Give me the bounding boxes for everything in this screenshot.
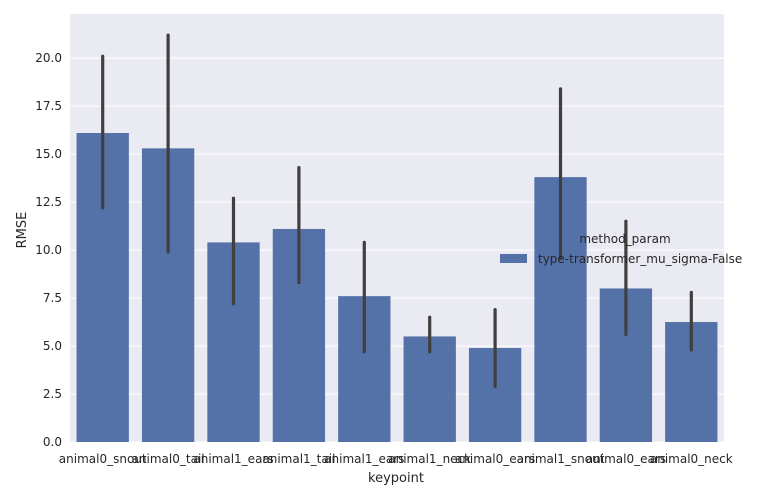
y-tick-label: 10.0	[35, 243, 62, 257]
x-tick-label: animal0_ears	[455, 452, 535, 466]
legend-entry: type-transformer_mu_sigma-False	[538, 252, 742, 266]
x-tick-label: animal0_snout	[59, 452, 147, 466]
y-axis-label: RMSE	[15, 212, 30, 249]
legend-swatch	[500, 254, 527, 263]
bars	[76, 132, 718, 442]
x-tick-label: animal1_ears	[324, 452, 404, 466]
y-tick-label: 20.0	[35, 51, 62, 65]
x-tick-label: animal1_snout	[517, 452, 605, 466]
y-tick-label: 17.5	[35, 99, 62, 113]
y-tick-label: 2.5	[43, 387, 62, 401]
y-tick-label: 15.0	[35, 147, 62, 161]
legend: method_param type-transformer_mu_sigma-F…	[500, 232, 742, 266]
y-tick-labels: 0.0 2.5 5.0 7.5 10.0 12.5 15.0 17.5 20.0	[35, 51, 62, 449]
x-tick-label: animal0_ears	[586, 452, 666, 466]
x-axis-label: keypoint	[368, 471, 424, 486]
error-bars	[101, 33, 693, 388]
y-tick-label: 5.0	[43, 339, 62, 353]
x-tick-label: animal1_ears	[193, 452, 273, 466]
bar	[403, 336, 456, 442]
x-tick-labels: animal0_snoutanimal0_tailanimal1_earsani…	[59, 452, 733, 466]
y-tick-label: 0.0	[43, 435, 62, 449]
x-tick-label: animal1_neck	[388, 452, 471, 466]
x-tick-label: animal0_neck	[650, 452, 733, 466]
y-tick-label: 12.5	[35, 195, 62, 209]
legend-title: method_param	[579, 232, 670, 246]
x-tick-label: animal1_tail	[262, 452, 335, 466]
y-tick-label: 7.5	[43, 291, 62, 305]
x-tick-label: animal0_tail	[132, 452, 205, 466]
